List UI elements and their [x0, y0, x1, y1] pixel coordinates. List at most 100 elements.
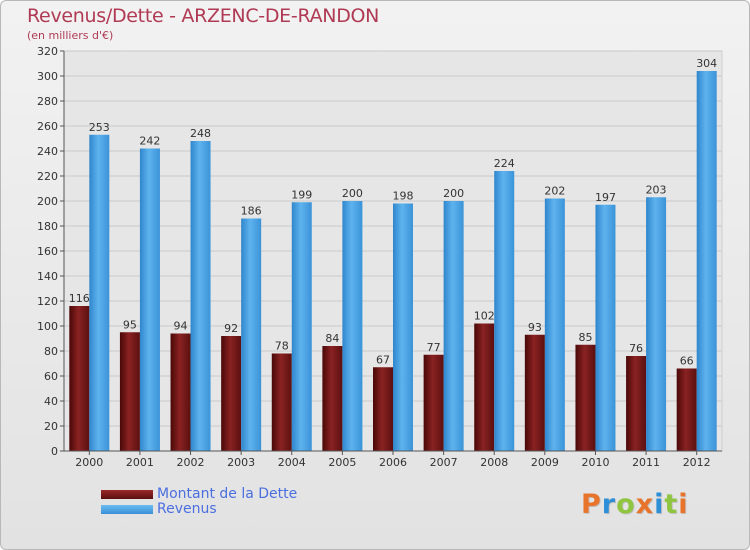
data-label: 197: [595, 191, 616, 204]
logo-letter: o: [616, 489, 636, 520]
data-label: 94: [174, 320, 188, 333]
y-tick-label: 20: [44, 420, 58, 433]
bar-dette: [575, 344, 596, 451]
y-tick-label: 80: [44, 345, 58, 358]
y-tick-label: 0: [51, 445, 58, 458]
y-tick-label: 260: [37, 120, 58, 133]
x-tick-label: 2012: [683, 456, 711, 469]
x-tick-label: 2001: [126, 456, 154, 469]
bar-dette: [119, 332, 140, 451]
y-axis: 0 20 40 60 80 100 120 140 160 180 200 220 240 260 280 3…: [37, 45, 65, 458]
x-tick-label: 2004: [278, 456, 306, 469]
data-label: 200: [342, 187, 363, 200]
bars: [69, 71, 717, 451]
bar-dette: [69, 306, 90, 451]
data-label: 76: [629, 342, 643, 355]
data-label: 85: [578, 331, 592, 344]
x-tick-label: 2007: [430, 456, 458, 469]
legend-label-dette: Montant de la Dette: [157, 486, 298, 502]
data-label: 198: [393, 190, 414, 203]
bar-dette: [170, 333, 191, 451]
y-tick-label: 300: [37, 70, 58, 83]
logo-letter: t: [664, 489, 679, 520]
y-tick-label: 220: [37, 170, 58, 183]
x-tick-label: 2008: [480, 456, 508, 469]
y-tick-label: 60: [44, 370, 58, 383]
data-label: 203: [646, 183, 667, 196]
legend-swatch-dette: [101, 490, 153, 499]
data-label: 66: [680, 355, 694, 368]
y-tick-label: 200: [37, 195, 58, 208]
data-label: 67: [376, 353, 390, 366]
logo-letter: r: [601, 489, 617, 520]
data-label: 95: [123, 318, 137, 331]
bar-revenus: [190, 141, 211, 451]
data-label: 200: [443, 187, 464, 200]
y-tick-label: 320: [37, 45, 58, 58]
bar-dette: [474, 323, 495, 451]
bar-revenus: [443, 201, 464, 451]
x-tick-label: 2000: [75, 456, 103, 469]
data-label: 242: [139, 135, 160, 148]
bar-revenus: [342, 201, 363, 451]
bar-dette: [524, 334, 545, 451]
bar-revenus: [696, 71, 717, 451]
bar-dette: [221, 336, 242, 451]
y-tick-label: 160: [37, 245, 58, 258]
data-label: 248: [190, 127, 211, 140]
bar-revenus: [139, 148, 160, 451]
bar-revenus: [494, 171, 515, 451]
data-label: 116: [69, 292, 90, 305]
data-label: 199: [291, 188, 312, 201]
bar-revenus: [89, 134, 110, 451]
x-tick-label: 2003: [227, 456, 255, 469]
logo-letter: i: [678, 489, 689, 520]
legend-label-revenus: Revenus: [157, 501, 217, 517]
x-tick-label: 2010: [581, 456, 609, 469]
data-label: 92: [224, 322, 238, 335]
bar-revenus: [595, 204, 616, 451]
data-label: 102: [474, 310, 495, 323]
data-label: 253: [89, 121, 110, 134]
legend-swatch-revenus: [101, 505, 153, 514]
bar-dette: [676, 368, 697, 451]
y-tick-label: 40: [44, 395, 58, 408]
y-tick-label: 280: [37, 95, 58, 108]
bar-dette: [626, 356, 647, 451]
chart-subtitle: (en milliers d'€): [27, 29, 114, 42]
chart-title: Revenus/Dette - ARZENC-DE-RANDON: [27, 5, 380, 27]
bar-dette: [373, 367, 393, 451]
bar-dette: [423, 354, 444, 451]
data-label: 77: [427, 341, 441, 354]
x-tick-label: 2002: [177, 456, 205, 469]
data-label: 84: [325, 332, 339, 345]
y-tick-label: 120: [37, 295, 58, 308]
data-label: 224: [494, 157, 515, 170]
bar-dette: [322, 346, 343, 451]
data-labels: 116 253 95 242 94 248 92 186 78 199 84 200 67 198 77 20…: [69, 57, 717, 368]
proxiti-logo: Proxiti: [581, 489, 689, 520]
bar-revenus: [393, 203, 413, 451]
data-label: 78: [275, 340, 289, 353]
y-tick-label: 240: [37, 145, 58, 158]
x-tick-label: 2009: [531, 456, 559, 469]
data-label: 93: [528, 321, 542, 334]
y-tick-label: 100: [37, 320, 58, 333]
bar-revenus: [544, 198, 565, 451]
bar-revenus: [291, 202, 312, 451]
logo-letter: P: [581, 489, 602, 520]
data-label: 202: [544, 185, 565, 198]
bar-dette: [271, 353, 292, 451]
logo-letter: i: [654, 489, 665, 520]
data-label: 186: [241, 205, 262, 218]
x-axis: 2000 2001 2002 2003 2004 2005 2006 2007 2008 2009…: [64, 450, 722, 469]
bar-revenus: [646, 197, 667, 451]
bar-revenus: [241, 218, 262, 451]
y-tick-label: 180: [37, 220, 58, 233]
data-label: 304: [696, 57, 717, 70]
x-tick-label: 2006: [379, 456, 407, 469]
x-tick-label: 2011: [632, 456, 660, 469]
logo-letter: x: [635, 489, 655, 520]
